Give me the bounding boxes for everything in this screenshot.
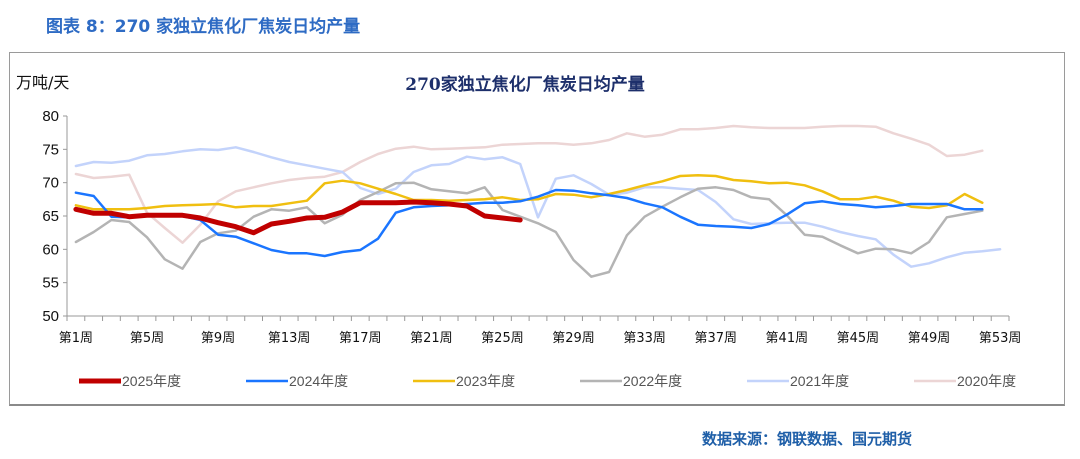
y-tick-label: 50: [42, 308, 59, 325]
series-line-2024: [74, 188, 984, 258]
legend-label: 2020年度: [957, 373, 1016, 389]
x-tick-label: 第5周: [130, 331, 164, 346]
x-tick-label: 第53周: [979, 331, 1022, 346]
legend-label: 2024年度: [289, 373, 348, 389]
x-tick-label: 第17周: [339, 331, 382, 346]
legend-item-2022: 2022年度: [580, 373, 682, 389]
x-tick-label: 第41周: [766, 331, 809, 346]
y-tick-label: 65: [42, 208, 59, 225]
legend-label: 2022年度: [623, 373, 682, 389]
y-tick-label: 75: [42, 141, 59, 158]
legend-item-2024: 2024年度: [246, 373, 348, 389]
x-tick-label: 第1周: [59, 331, 93, 346]
x-tick-label: 第33周: [623, 331, 666, 346]
chart-title: 270家独立焦化厂焦炭日均产量: [405, 74, 645, 95]
legend-item-2021: 2021年度: [747, 373, 849, 389]
y-axis-label: 万吨/天: [16, 73, 69, 92]
x-tick-label: 第45周: [837, 331, 880, 346]
data-source: 数据来源：钢联数据、国元期货: [702, 430, 913, 448]
series-line-2025: [73, 199, 523, 236]
legend-label: 2021年度: [790, 373, 849, 389]
legend-item-2023: 2023年度: [413, 373, 515, 389]
legend-label: 2023年度: [456, 373, 515, 389]
figure-title: 图表 8：270 家独立焦化厂焦炭日均产量: [46, 17, 361, 37]
y-tick-label: 80: [42, 108, 59, 125]
chart-frame: [9, 52, 1065, 406]
legend-item-2025: 2025年度: [79, 373, 181, 389]
series-line-2022: [74, 181, 984, 278]
x-tick-label: 第21周: [410, 331, 453, 346]
x-tick-label: 第13周: [268, 331, 311, 346]
series-line-2021: [74, 146, 1002, 268]
y-tick-label: 70: [42, 175, 59, 192]
x-tick-label: 第49周: [908, 331, 951, 346]
legend-label: 2025年度: [122, 373, 181, 389]
series-line-2020: [74, 124, 984, 244]
x-tick-label: 第29周: [552, 331, 595, 346]
y-tick-label: 60: [42, 241, 59, 258]
legend-item-2020: 2020年度: [914, 373, 1016, 389]
x-tick-label: 第25周: [481, 331, 524, 346]
y-tick-label: 55: [42, 275, 59, 292]
x-tick-label: 第37周: [694, 331, 737, 346]
x-tick-label: 第9周: [201, 331, 235, 346]
